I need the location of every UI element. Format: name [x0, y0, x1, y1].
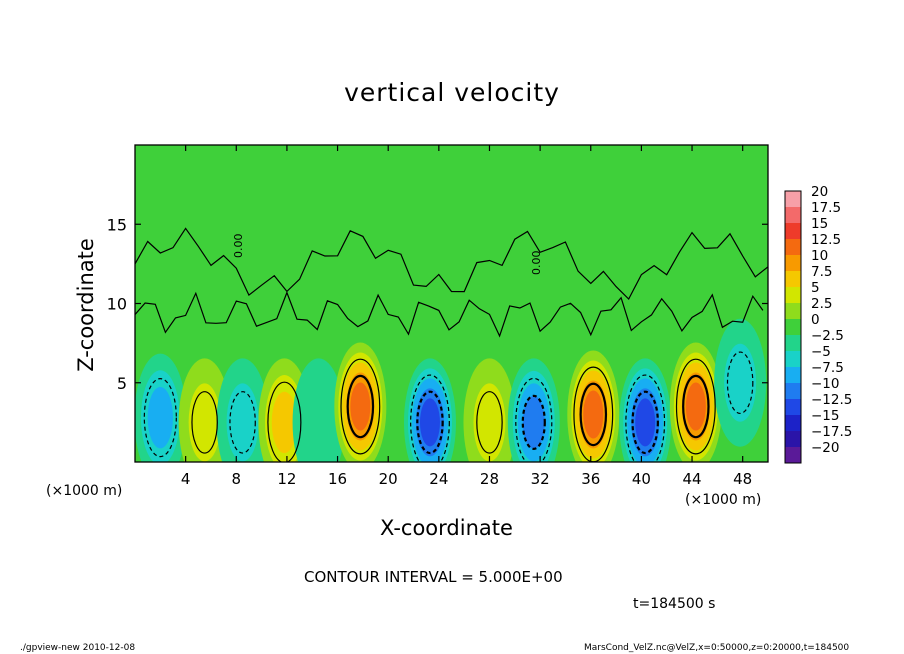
heatmap-cell [292, 358, 345, 462]
colorbar-swatch [785, 367, 801, 383]
y-tick-label: 10 [107, 295, 127, 314]
footer-command: ./gpview-new 2010-12-08 [20, 643, 136, 653]
contour-line [631, 390, 659, 455]
contour-line [267, 381, 302, 462]
contour-interval-text: CONTOUR INTERVAL = 5.000E+00 [304, 568, 563, 586]
colorbar-swatch [785, 383, 801, 399]
x-tick-label: 24 [429, 470, 448, 488]
colorbar-label: 7.5 [811, 264, 832, 280]
colorbar-swatch [785, 447, 801, 463]
x-axis-ticks: 4 8 12 16 20 24 28 32 36 40 44 48 [181, 145, 752, 488]
colorbar-label: −2.5 [811, 328, 844, 344]
colorbar-swatch [785, 335, 801, 351]
colorbar-swatch [785, 239, 801, 255]
colorbar-swatch [785, 351, 801, 367]
zero-contour-line [135, 290, 764, 338]
colorbar-swatch [785, 415, 801, 431]
contour-line [191, 391, 218, 454]
heatmap-cell [583, 390, 604, 439]
contour-line [346, 374, 375, 439]
x-tick-label: 36 [581, 470, 600, 488]
colorbar-label: −17.5 [811, 424, 852, 440]
colorbar-label: 20 [811, 184, 828, 200]
x-tick-label: 4 [181, 470, 191, 488]
heatmap-cell [473, 383, 506, 462]
contour-line [521, 394, 546, 450]
contour-line [682, 374, 710, 439]
footer-variable: MarsCond_VelZ.nc@VelZ,x=0:50000,z=0:2000… [584, 643, 850, 653]
colorbar-label: −12.5 [811, 392, 852, 408]
heatmap-cell [724, 343, 757, 422]
contour-line [726, 351, 754, 415]
colorbar-swatch [785, 431, 801, 447]
contour-line [143, 378, 177, 458]
x-tick-label: 16 [328, 470, 347, 488]
x-axis-label: X-coordinate [380, 516, 513, 540]
contour-line [625, 374, 666, 462]
colorbar-label: −7.5 [811, 360, 844, 376]
x-tick-label: 20 [379, 470, 398, 488]
x-tick-label: 48 [733, 470, 752, 488]
colorbar-label: −10 [811, 376, 840, 392]
contour-label-zero-1: 0.00 [530, 251, 543, 276]
contour-line [515, 377, 553, 462]
colorbar-swatch [785, 255, 801, 271]
colorbar-label: 12.5 [811, 232, 841, 248]
colorbar-label: 15 [811, 216, 828, 232]
heatmap-cell [635, 398, 656, 447]
heatmap-cell [226, 383, 259, 462]
colorbar-label: 5 [811, 280, 820, 296]
heatmap-cell [685, 382, 706, 431]
contour-label-zero-2: 0.00 [232, 234, 245, 259]
heatmap-cell [147, 386, 173, 449]
y-axis-ticks: 5 10 15 [107, 215, 768, 393]
contour-line [410, 374, 450, 462]
colorbar-label: −20 [811, 440, 840, 456]
colorbar-swatch [785, 303, 801, 319]
heatmap-cell [271, 391, 298, 454]
x-tick-label: 32 [531, 470, 550, 488]
x-unit-label-right: (×1000 m) [685, 492, 762, 508]
contour-line [416, 390, 444, 455]
heatmap-cell [419, 398, 440, 447]
time-stamp: t=184500 s [633, 596, 716, 612]
y-tick-label: 5 [117, 374, 127, 393]
contour-line [340, 358, 381, 455]
colorbar-label: −5 [811, 344, 831, 360]
y-axis-label: Z-coordinate [74, 238, 98, 372]
contour-lines [135, 227, 768, 462]
colorbar-frame [784, 190, 802, 464]
contour-line [579, 382, 608, 447]
contour-line [675, 358, 716, 455]
colorbar-label: 17.5 [811, 200, 841, 216]
colorbar-label: 10 [811, 248, 828, 264]
colorbar-swatch [785, 399, 801, 415]
colorbar-swatch [785, 319, 801, 335]
x-unit-label-left: (×1000 m) [46, 483, 123, 499]
zero-contour-line [135, 227, 768, 300]
x-tick-label: 44 [682, 470, 701, 488]
x-tick-label: 28 [480, 470, 499, 488]
x-tick-label: 40 [632, 470, 651, 488]
colorbar-swatch [785, 287, 801, 303]
heatmap-cell [350, 382, 371, 431]
x-tick-label: 12 [277, 470, 296, 488]
colorbar-label: −15 [811, 408, 840, 424]
heatmap-cell [188, 383, 221, 462]
colorbar-swatch [785, 223, 801, 239]
y-tick-label: 15 [107, 215, 127, 234]
colorbar-swatch [785, 271, 801, 287]
colorbar-label: 2.5 [811, 296, 832, 312]
colorbar-label: 0 [811, 312, 820, 328]
colorbar: 2017.51512.5107.552.50−2.5−5−7.5−10−12.5… [784, 184, 852, 464]
chart-title: vertical velocity [344, 78, 560, 107]
x-tick-label: 8 [232, 470, 242, 488]
colorbar-swatch [785, 191, 801, 207]
contour-line [229, 391, 256, 454]
contour-line [476, 391, 503, 454]
colorbar-swatch [785, 207, 801, 223]
heatmap-cell [522, 395, 545, 449]
